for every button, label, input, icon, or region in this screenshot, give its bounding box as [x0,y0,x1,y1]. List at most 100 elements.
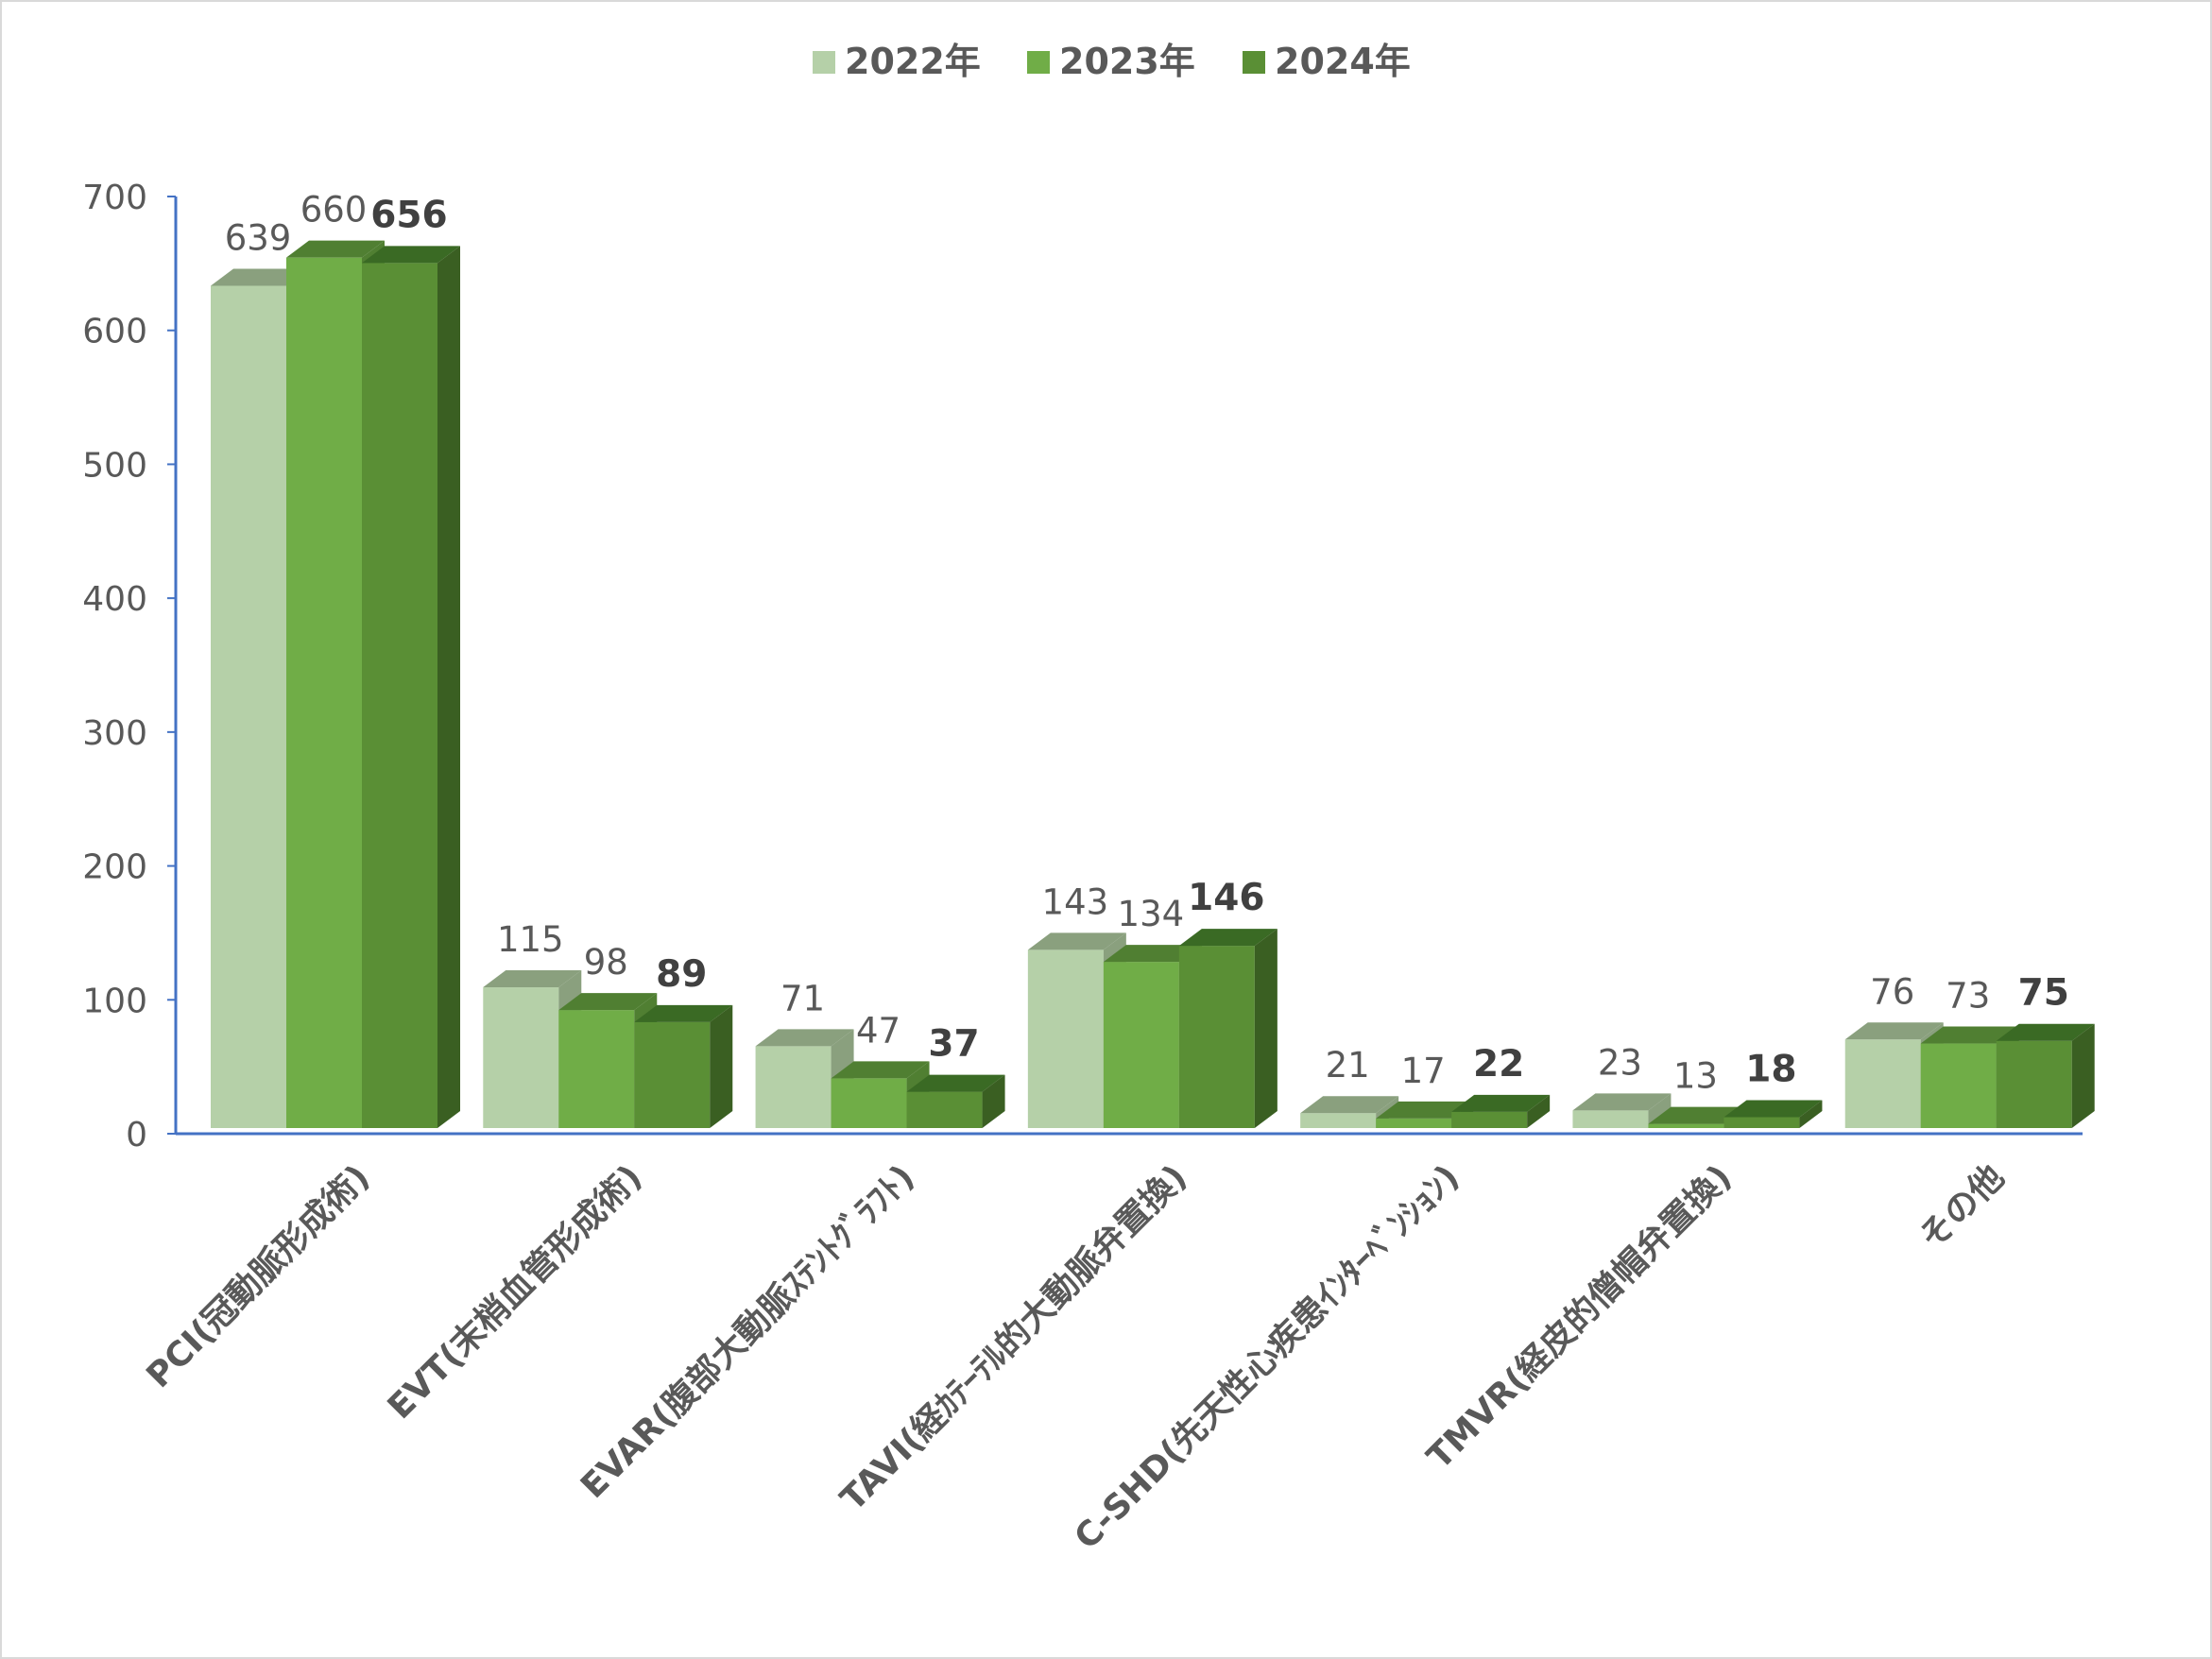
y-ticks: 0 100 200 300 400 500 600 700 [82,179,176,1154]
data-label: 146 [1188,877,1264,919]
bar-top [1572,1093,1672,1111]
bar-side [437,246,460,1129]
y-tick-label: 300 [82,714,147,753]
data-label: 89 [656,953,707,996]
data-label: 75 [2018,972,2069,1015]
bar-front [286,257,362,1129]
bar-side [710,1004,733,1128]
bar-front [1844,1039,1921,1128]
bar-front [831,1078,907,1128]
bar-front [1376,1118,1452,1128]
bar-top [1376,1101,1475,1119]
bar-front [1572,1110,1649,1128]
data-label: 71 [780,978,825,1018]
bar [362,246,460,1129]
bar-top [1648,1106,1747,1124]
bar-front [634,1021,711,1128]
bar-top [286,240,385,258]
bar-top [1451,1094,1551,1112]
legend-label: 2022年 [845,41,981,82]
legend-swatch [1027,51,1050,74]
bar [1178,929,1277,1128]
bar-top [211,268,309,286]
bar-top [1723,1100,1823,1118]
bar-front [1723,1117,1800,1128]
bar-front [755,1046,832,1128]
bar-front [1103,962,1179,1128]
legend-label: 2023年 [1059,41,1195,82]
y-tick-label: 200 [82,848,147,887]
bar-top [906,1074,1005,1092]
bar-top [1996,1023,2095,1041]
y-tick-label: 600 [82,313,147,351]
data-label: 639 [225,217,292,258]
bar-top [831,1061,930,1079]
bar-side [2071,1023,2095,1128]
bar-top [1300,1096,1399,1114]
x-category-label: EVT(末梢血管形成術) [381,1157,650,1427]
data-label: 98 [584,942,628,983]
bar-top [755,1029,854,1047]
data-label: 47 [856,1010,900,1051]
data-label: 13 [1673,1056,1718,1097]
x-category-label: PCI(冠動脈形成術) [140,1157,378,1395]
x-category-labels: PCI(冠動脈形成術) EVT(末梢血管形成術)EVAR(腹部大動脈ｽﾃﾝﾄｸﾞﾗ… [140,1157,2013,1558]
bar-top [558,993,658,1011]
data-label: 18 [1745,1048,1796,1090]
data-label: 115 [497,919,564,960]
x-category-label: TMVR(経皮的僧帽弁置換) [1420,1157,1740,1477]
axes [174,197,2083,1136]
legend: 2022年 2023年 2024年 [813,41,1411,82]
bar [634,1004,733,1128]
bar-top [634,1004,733,1022]
bar-front [1178,946,1255,1128]
bar-front [1300,1113,1377,1128]
bar-top [1178,929,1277,947]
x-category-label: その他 [1912,1157,2012,1257]
data-label: 660 [300,190,368,231]
bar [1723,1100,1823,1128]
bar-front [1996,1040,2072,1128]
data-label: 73 [1946,976,1990,1017]
bar-top [1103,945,1202,963]
data-label: 143 [1042,881,1109,922]
y-tick-label: 0 [126,1116,147,1154]
y-tick-label: 700 [82,179,147,217]
bar-front [1451,1111,1528,1128]
bar [1451,1094,1551,1128]
legend-swatch [813,51,835,74]
data-label: 17 [1401,1051,1446,1091]
bar-front [558,1010,635,1128]
bar-front [1027,949,1104,1128]
y-tick-label: 100 [82,982,147,1020]
bar-front [483,987,559,1128]
data-label: 134 [1118,894,1185,934]
bar [906,1074,1005,1128]
bar-front [362,263,437,1129]
bar-side [1254,929,1277,1128]
bar-top [1920,1026,2019,1044]
data-label: 23 [1598,1042,1642,1083]
bar [1572,1093,1672,1128]
y-tick-label: 500 [82,446,147,485]
bar-side [1527,1094,1551,1128]
bar-top [1844,1022,1944,1040]
data-label: 37 [928,1023,979,1066]
bars [211,240,2095,1129]
legend-label: 2024年 [1275,41,1411,82]
data-label: 22 [1473,1043,1524,1086]
data-label: 656 [370,194,447,236]
bar [1996,1023,2095,1128]
bar-front [1648,1123,1724,1128]
bar-top [483,970,582,988]
y-tick-label: 400 [82,580,147,619]
bar-side [982,1074,1005,1128]
data-label: 76 [1870,971,1914,1012]
bar-front [211,285,286,1129]
bar-front [906,1091,983,1128]
bar-top [362,246,460,264]
bar-front [1920,1043,1997,1128]
bar-side [1648,1093,1672,1128]
